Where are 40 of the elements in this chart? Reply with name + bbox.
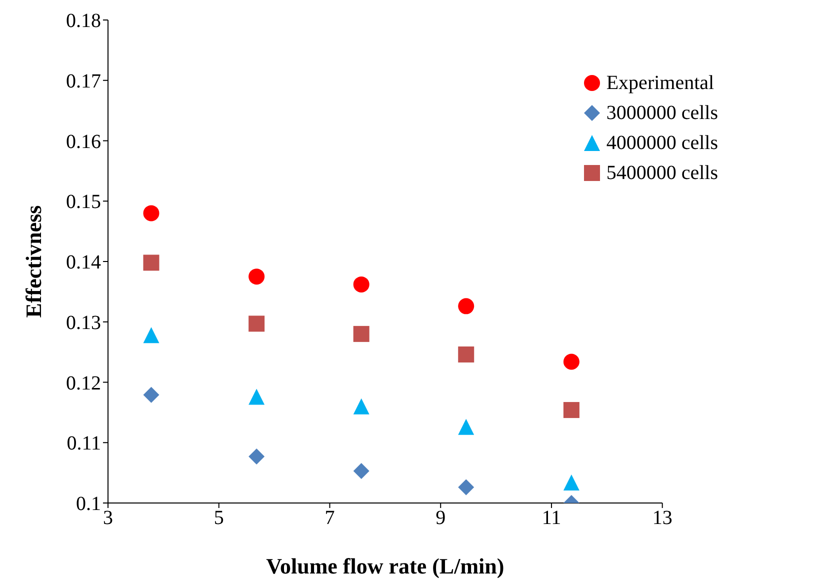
point [143,327,160,344]
point [353,398,370,414]
point [143,386,160,403]
y-tick-label: 0.12 [66,372,101,394]
y-tick-label: 0.14 [66,252,101,274]
point [248,316,265,332]
x-tick-label: 3 [103,507,113,530]
point [353,326,370,342]
x-tick-label: 9 [436,507,446,530]
y-tick-label: 0.1 [76,493,101,516]
point [458,346,474,362]
point [458,479,474,496]
legend-label: 4000000 cells [606,131,718,156]
x-tick-label: 5 [214,507,224,530]
y-tick-label: 0.13 [66,312,101,334]
legend-label: 5400000 cells [606,161,718,186]
y-tick-label: 0.18 [66,10,101,32]
x-tick-label: 13 [652,507,672,530]
x-axis-title: Volume flow rate (L/min) [266,554,504,579]
point [143,254,160,271]
y-tick-label: 0.16 [66,130,101,153]
point [143,205,160,222]
x-tick-label: 7 [324,507,335,530]
point [248,268,265,285]
legend-label: Experimental [606,71,714,96]
point [563,474,580,490]
legend-label: 3000000 cells [606,101,718,126]
point [563,402,580,418]
point [353,276,370,292]
y-tick-label: 0.17 [66,70,101,92]
y-tick-label: 0.15 [66,191,101,214]
y-axis-title: Effectivness [20,204,46,318]
point [458,418,474,435]
point [353,463,370,479]
point [248,388,265,405]
point [248,448,265,465]
point [458,298,474,314]
x-tick-label: 11 [542,507,562,530]
point [563,354,580,370]
y-tick-label: 0.11 [66,432,101,455]
